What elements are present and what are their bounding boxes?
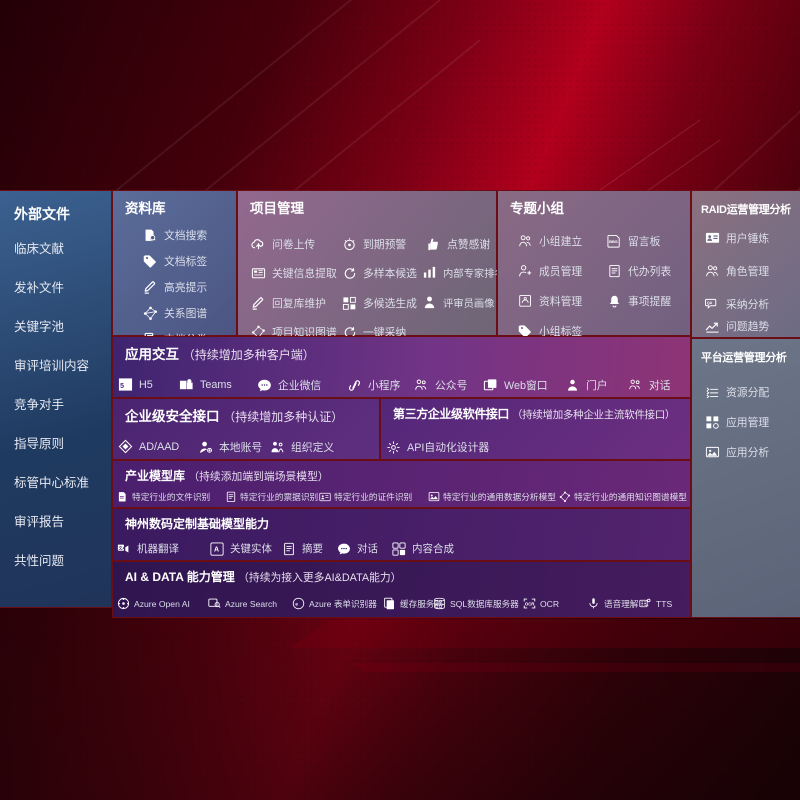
svg-text:文A: 文A (118, 545, 126, 550)
svg-text:BBS: BBS (609, 238, 618, 243)
svg-text:QA: QA (707, 300, 713, 304)
svg-text:A: A (214, 546, 219, 553)
svg-text:OCR: OCR (525, 601, 535, 606)
svg-text:e: e (295, 603, 298, 608)
svg-text:5: 5 (120, 383, 124, 390)
